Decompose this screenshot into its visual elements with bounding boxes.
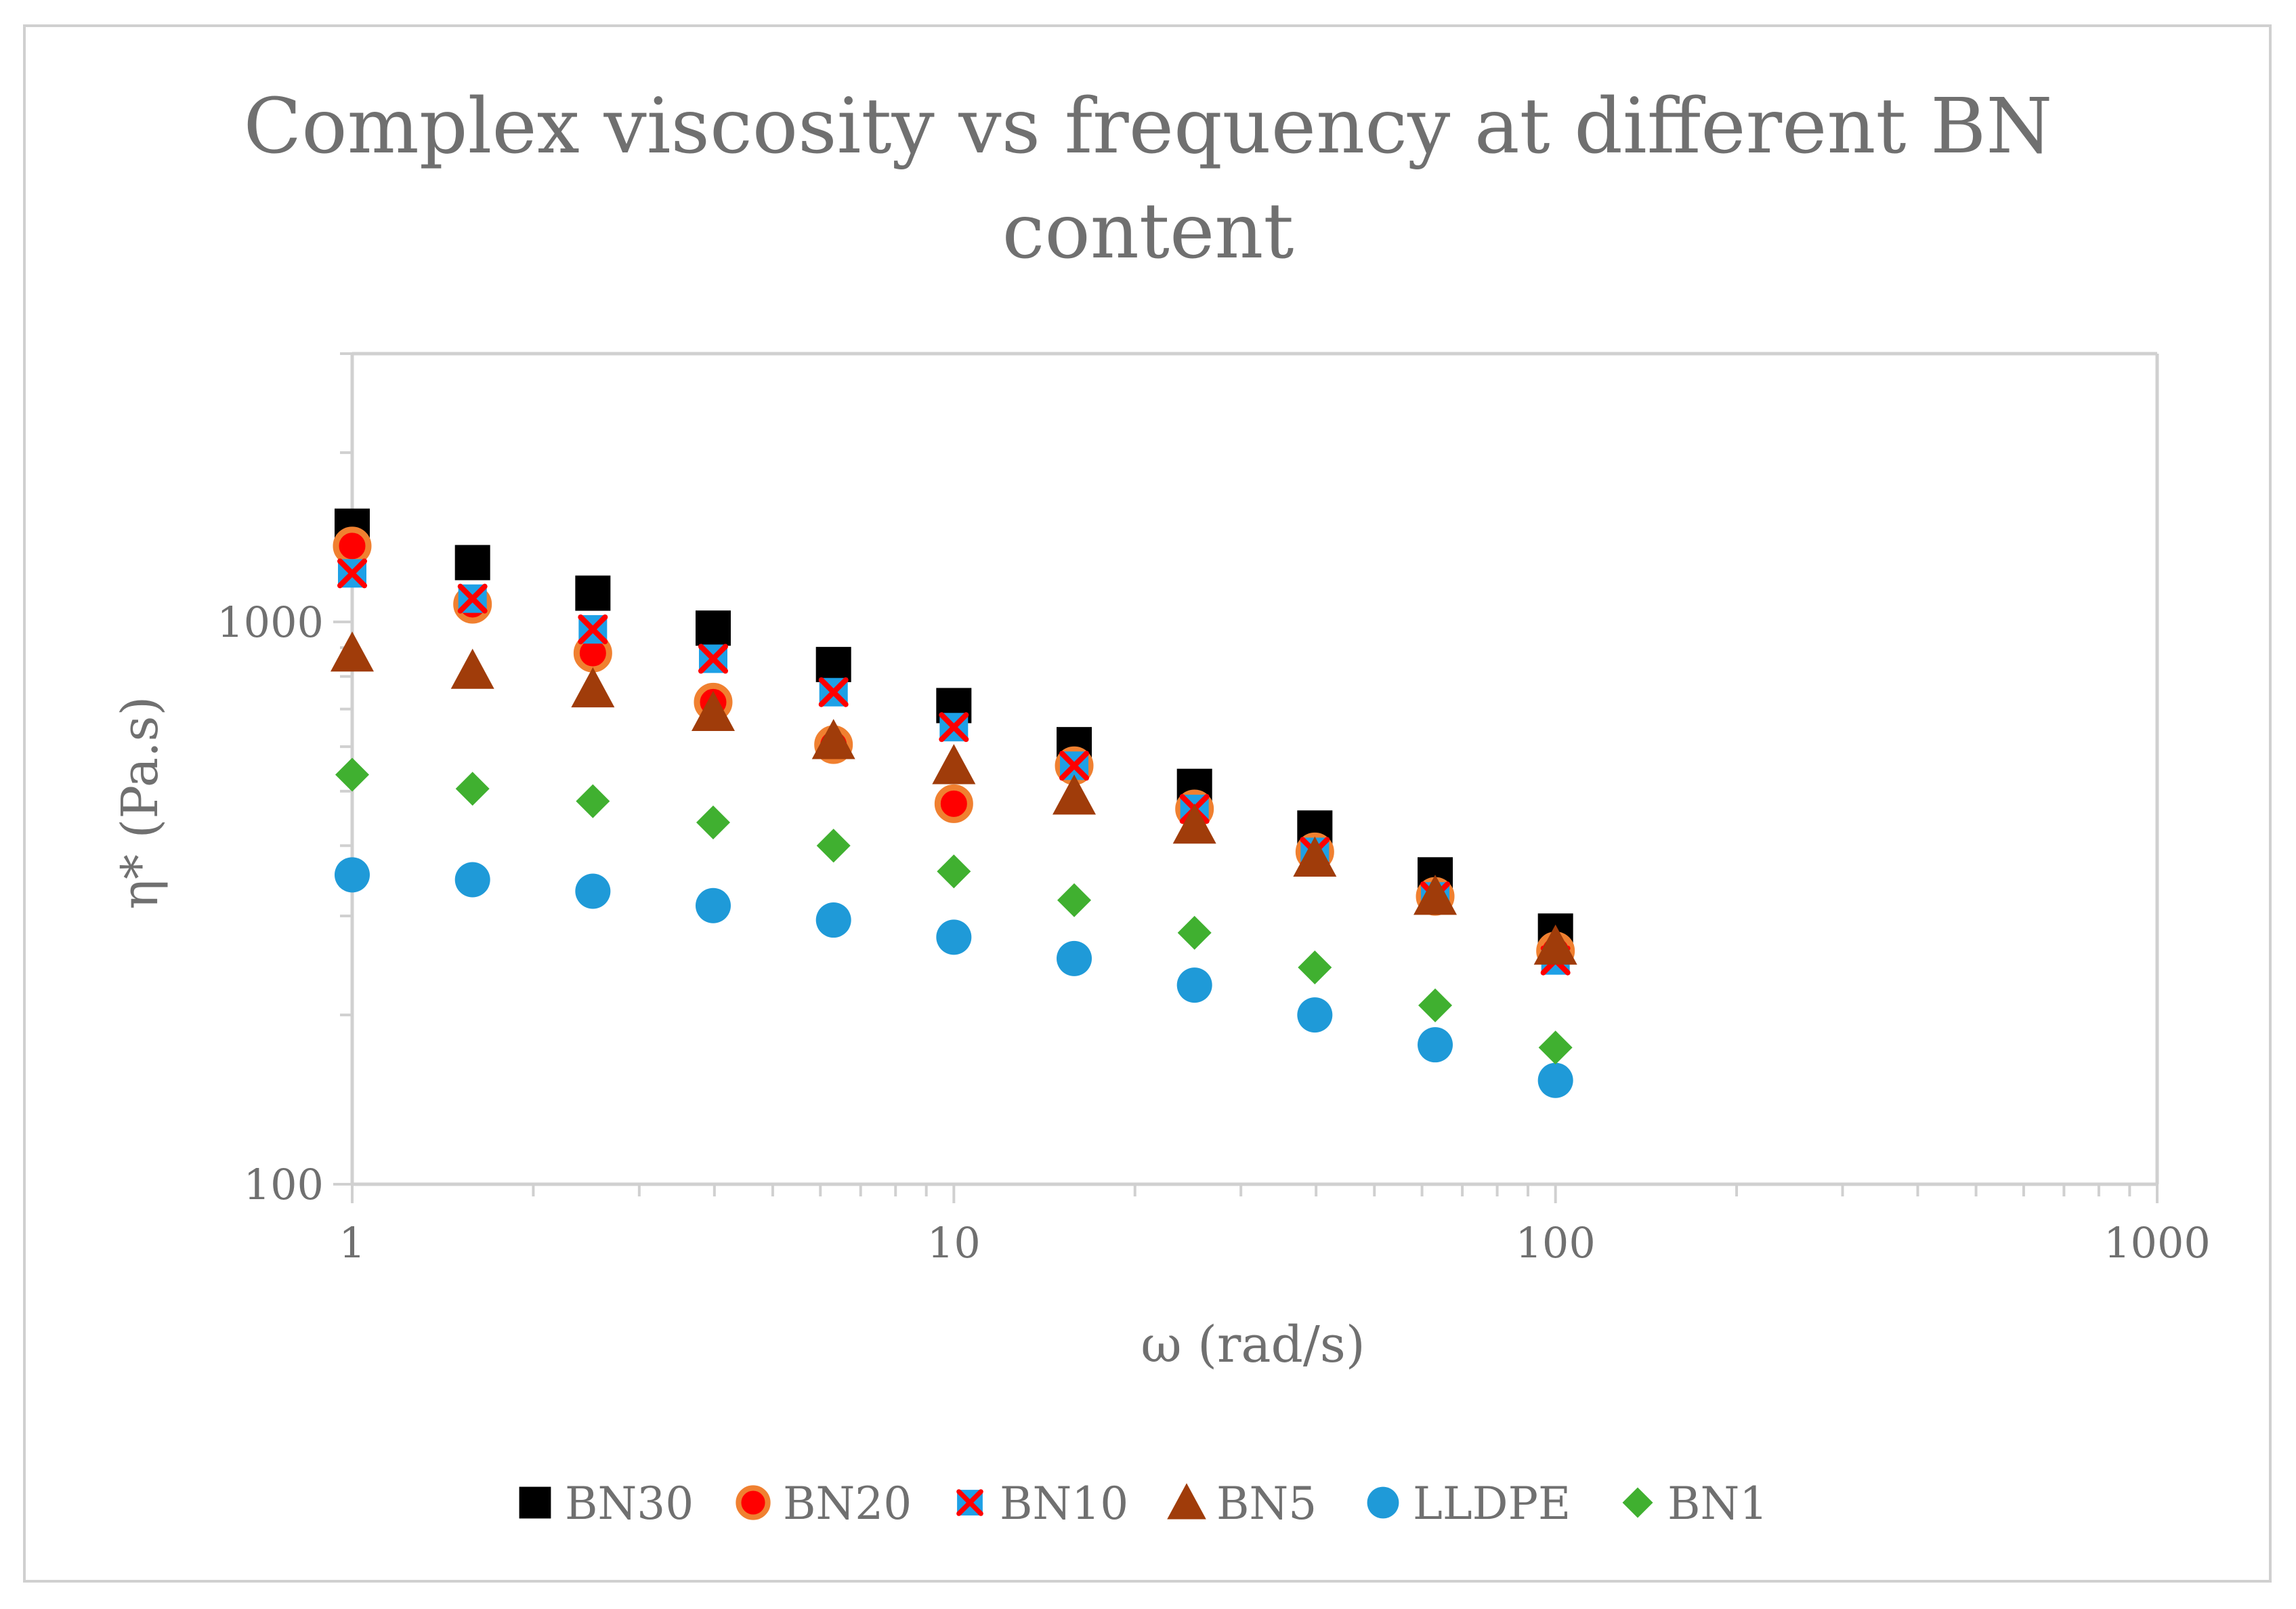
legend-label: BN30 [565,1478,694,1530]
legend-marker [519,1486,551,1519]
data-point-bn1 [1538,1030,1573,1065]
legend-item-lldpe: LLDPE [1367,1478,1571,1530]
data-markers [331,508,1577,1098]
data-point-bn1 [576,784,610,818]
data-point-lldpe [335,857,370,893]
y-axis-title: η* (Pa.s) [111,696,169,910]
data-point-bn1 [335,757,369,792]
data-point-bn1 [816,829,851,863]
legend-label: BN1 [1667,1478,1768,1530]
chart-title-line-1: Complex viscosity vs frequency at differ… [244,83,2053,171]
data-point-bn1 [937,854,971,889]
legend-item-bn1: BN1 [1622,1478,1768,1530]
data-point-bn5 [932,744,976,785]
data-point-bn5 [1413,875,1458,915]
data-point-bn20 [333,526,372,566]
legend-marker [1622,1487,1653,1518]
series-bn1 [335,757,1573,1065]
legend-marker [956,1489,983,1516]
data-point-lldpe [936,919,972,955]
legend-label: BN20 [783,1478,912,1530]
data-point-lldpe [1537,1062,1573,1098]
legend-label: LLDPE [1413,1478,1571,1530]
legend-item-bn20: BN20 [736,1478,912,1530]
axes [333,352,2159,1203]
legend-marker [736,1485,771,1520]
data-point-bn5 [1293,836,1337,877]
data-point-bn5 [1172,803,1216,844]
data-point-lldpe [1297,997,1333,1033]
data-point-bn5 [450,648,494,689]
data-point-bn10 [698,644,728,674]
data-point-lldpe [695,887,731,923]
data-point-bn10 [337,558,367,589]
x-tick-label: 10 [927,1218,981,1268]
legend-label: BN5 [1216,1478,1317,1530]
data-point-bn10 [457,583,488,614]
series-bn10 [337,558,1571,976]
series-lldpe [335,857,1573,1098]
data-point-bn30 [454,545,490,581]
data-point-lldpe [1418,1027,1453,1063]
chart-title-line-2: content [1002,188,1294,276]
data-point-bn30 [695,610,731,646]
data-point-bn5 [691,690,735,731]
data-point-lldpe [1057,940,1092,976]
data-point-bn5 [571,667,615,708]
data-point-lldpe [454,862,490,898]
data-point-lldpe [815,902,851,938]
legend-marker [1367,1486,1399,1519]
data-point-bn30 [575,575,611,611]
legend-marker [1167,1483,1206,1520]
data-point-bn10 [578,614,608,644]
legend-label: BN10 [1000,1478,1128,1530]
tick-labels: 1 10 100 1000 100 1000 [217,598,2211,1268]
data-point-bn1 [1418,988,1453,1023]
x-tick-label: 100 [1515,1218,1595,1268]
x-tick-label: 1000 [2104,1218,2211,1268]
x-tick-label: 1 [339,1218,365,1268]
legend-item-bn10: BN10 [956,1478,1128,1530]
data-point-lldpe [1176,967,1212,1003]
data-point-bn5 [1053,774,1097,815]
data-point-bn1 [1057,883,1092,917]
data-point-bn10 [818,677,849,707]
legend: BN30 BN20 BN10 BN5 LLDPE BN1 [519,1478,1768,1530]
data-point-bn5 [811,719,855,759]
chart-frame [23,24,2272,1583]
series-bn5 [331,631,1577,965]
data-point-bn1 [1177,915,1212,950]
data-point-bn1 [455,772,490,806]
data-point-bn10 [939,712,969,743]
y-tick-label: 100 [244,1160,324,1209]
legend-item-bn5: BN5 [1167,1478,1317,1530]
data-point-bn1 [696,805,730,839]
data-point-bn1 [1298,950,1332,984]
legend-item-bn30: BN30 [519,1478,694,1530]
data-point-lldpe [575,873,611,909]
data-point-bn30 [815,646,851,682]
data-point-bn20 [934,784,973,823]
y-tick-label: 1000 [217,598,324,647]
x-axis-title: ω (rad/s) [1141,1316,1365,1374]
data-point-bn5 [331,631,374,672]
data-point-bn5 [1533,924,1577,965]
